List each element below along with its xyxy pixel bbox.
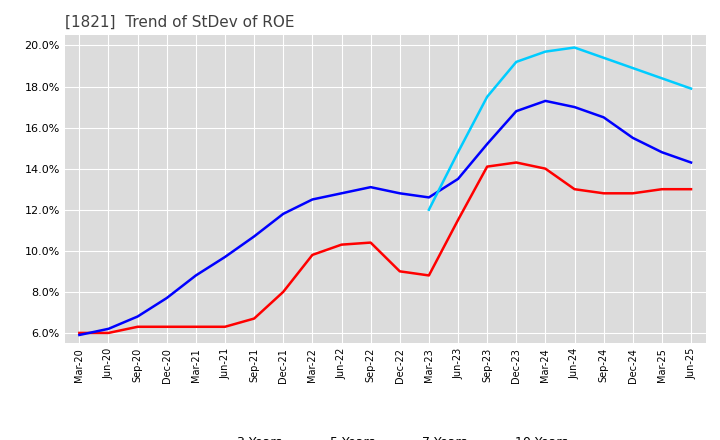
3 Years <box>366 240 375 245</box>
3 Years <box>220 324 229 330</box>
7 Years <box>483 94 492 99</box>
3 Years <box>512 160 521 165</box>
5 Years <box>483 141 492 147</box>
5 Years <box>629 135 637 140</box>
Line: 7 Years: 7 Years <box>429 48 691 210</box>
7 Years <box>599 55 608 60</box>
5 Years <box>163 295 171 301</box>
Legend: 3 Years, 5 Years, 7 Years, 10 Years: 3 Years, 5 Years, 7 Years, 10 Years <box>197 431 573 440</box>
5 Years <box>279 211 287 216</box>
Line: 3 Years: 3 Years <box>79 162 691 333</box>
7 Years <box>454 150 462 155</box>
7 Years <box>629 66 637 71</box>
5 Years <box>133 314 142 319</box>
3 Years <box>541 166 550 171</box>
3 Years <box>75 330 84 336</box>
5 Years <box>599 115 608 120</box>
3 Years <box>425 273 433 278</box>
5 Years <box>366 184 375 190</box>
3 Years <box>483 164 492 169</box>
5 Years <box>657 150 666 155</box>
5 Years <box>337 191 346 196</box>
7 Years <box>512 59 521 65</box>
3 Years <box>629 191 637 196</box>
5 Years <box>250 234 258 239</box>
3 Years <box>570 187 579 192</box>
7 Years <box>425 207 433 213</box>
7 Years <box>570 45 579 50</box>
3 Years <box>250 316 258 321</box>
3 Years <box>192 324 200 330</box>
3 Years <box>599 191 608 196</box>
Line: 5 Years: 5 Years <box>79 101 691 335</box>
5 Years <box>308 197 317 202</box>
5 Years <box>512 109 521 114</box>
5 Years <box>192 273 200 278</box>
5 Years <box>75 332 84 337</box>
3 Years <box>163 324 171 330</box>
5 Years <box>687 160 696 165</box>
5 Years <box>454 176 462 182</box>
3 Years <box>308 252 317 257</box>
3 Years <box>133 324 142 330</box>
3 Years <box>687 187 696 192</box>
5 Years <box>220 254 229 260</box>
3 Years <box>279 289 287 294</box>
5 Years <box>104 326 113 331</box>
5 Years <box>395 191 404 196</box>
5 Years <box>541 98 550 103</box>
7 Years <box>687 86 696 91</box>
Text: [1821]  Trend of StDev of ROE: [1821] Trend of StDev of ROE <box>65 15 294 30</box>
3 Years <box>657 187 666 192</box>
3 Years <box>454 217 462 223</box>
3 Years <box>104 330 113 336</box>
3 Years <box>395 269 404 274</box>
3 Years <box>337 242 346 247</box>
5 Years <box>570 104 579 110</box>
7 Years <box>541 49 550 54</box>
5 Years <box>425 195 433 200</box>
7 Years <box>657 76 666 81</box>
